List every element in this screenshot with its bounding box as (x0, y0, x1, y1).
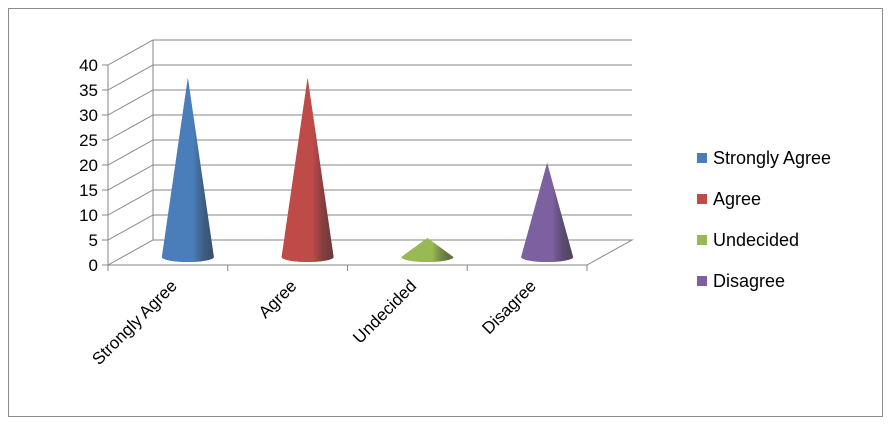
cone-shading (281, 78, 334, 262)
x-category-label: Strongly Agree (88, 276, 180, 368)
cone-shading (401, 238, 454, 262)
y-tick-label: 40 (79, 56, 98, 75)
x-axis: Strongly Agree Agree Undecided Disagree (88, 265, 588, 369)
cone-undecided (401, 238, 454, 262)
y-tick-label: 20 (79, 156, 98, 175)
gridline (107, 214, 632, 241)
legend-item: Strongly Agree (697, 148, 831, 168)
x-category-label: Disagree (478, 276, 540, 338)
legend-item: Agree (697, 189, 761, 209)
legend: Strongly Agree Agree Undecided Disagree (697, 148, 831, 291)
gridline (107, 164, 632, 191)
gridlines (107, 39, 632, 241)
gridline (107, 89, 632, 116)
legend-label: Agree (713, 189, 761, 209)
gridline (107, 114, 632, 141)
gridline (107, 139, 632, 166)
cone-shading (161, 78, 214, 262)
y-tick-label: 5 (89, 231, 98, 250)
cone-shading (521, 163, 574, 262)
legend-swatch (697, 235, 707, 245)
y-tick-label: 25 (79, 131, 98, 150)
legend-swatch (697, 276, 707, 286)
y-tick-label: 30 (79, 106, 98, 125)
cone-strongly-agree (161, 78, 214, 262)
chart-frame (8, 8, 883, 417)
legend-swatch (697, 153, 707, 163)
legend-label: Disagree (713, 271, 785, 291)
y-tick-label: 0 (89, 256, 98, 275)
y-tick-label: 35 (79, 81, 98, 100)
x-category-label: Undecided (349, 276, 420, 347)
gridline (107, 189, 632, 216)
cone-agree (281, 78, 334, 262)
cone-disagree (521, 163, 574, 262)
gridline (107, 64, 632, 91)
legend-item: Disagree (697, 271, 785, 291)
y-tick-label: 15 (79, 181, 98, 200)
legend-label: Undecided (713, 230, 799, 250)
legend-item: Undecided (697, 230, 799, 250)
legend-label: Strongly Agree (713, 148, 831, 168)
cones (161, 78, 574, 262)
y-axis: 0 5 10 15 20 25 30 35 40 (79, 56, 109, 275)
floor (106, 239, 634, 266)
legend-swatch (697, 194, 707, 204)
y-tick-label: 10 (79, 206, 98, 225)
gridline (107, 39, 632, 66)
x-category-label: Agree (255, 276, 301, 322)
